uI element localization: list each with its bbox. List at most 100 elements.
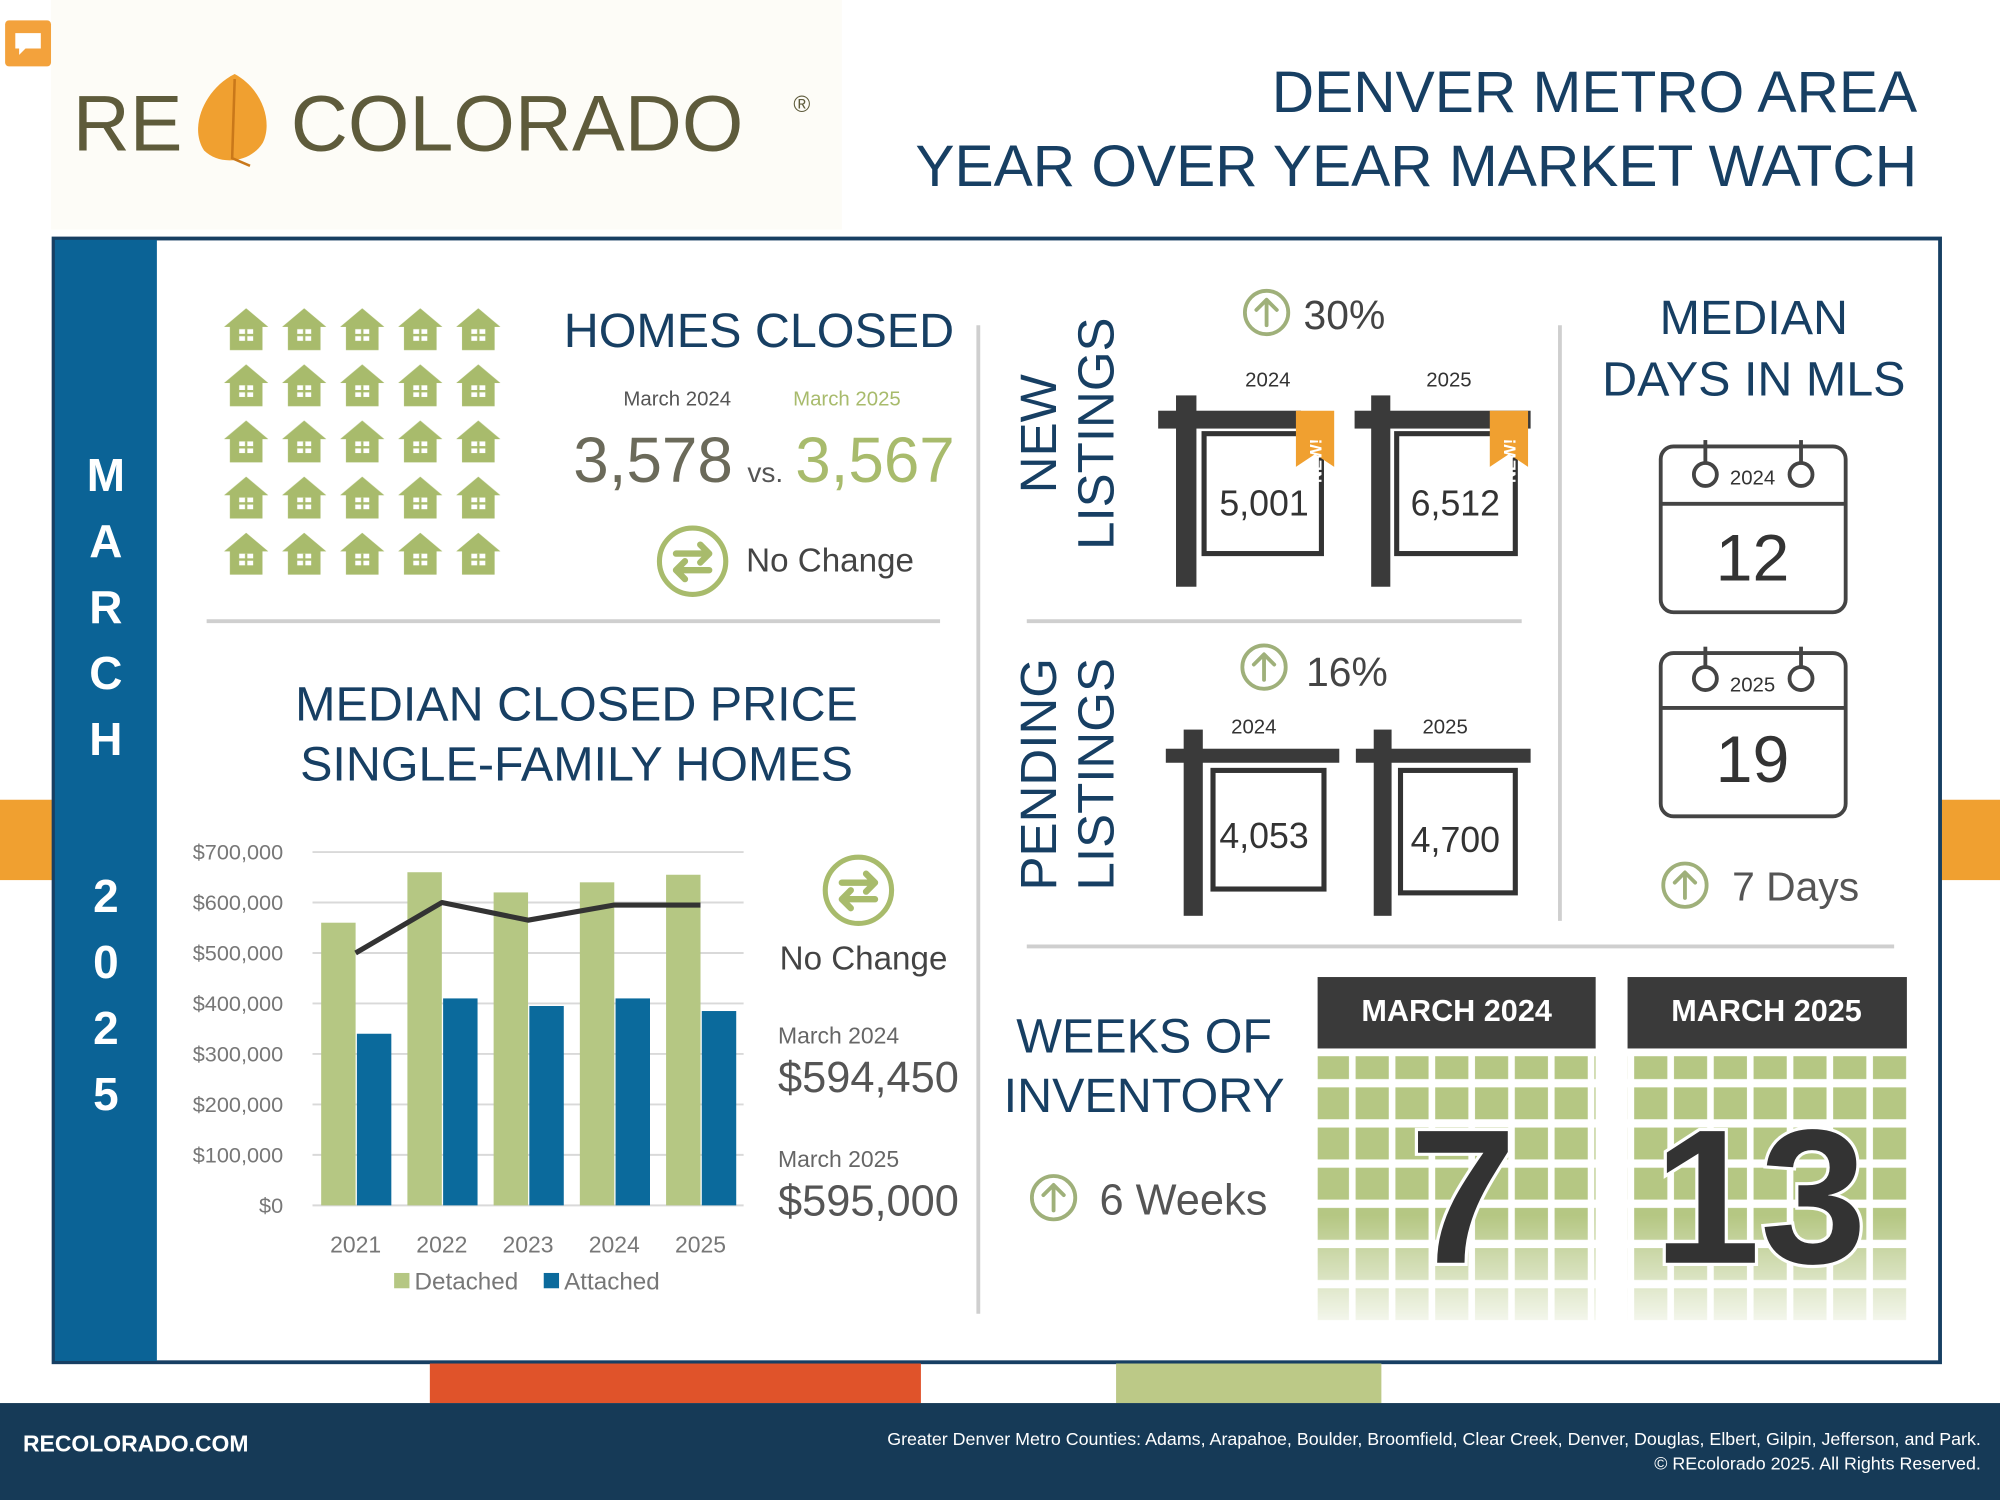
comment-glyph	[15, 33, 41, 55]
sidebar-month: MARCH	[80, 449, 132, 779]
calendar-icon	[1658, 440, 1848, 615]
header-background	[51, 0, 842, 230]
sign-label: NEW!	[1306, 439, 1325, 483]
period-header	[1317, 977, 1596, 1049]
bar	[579, 882, 615, 1206]
x-tick-label: 2025	[675, 1232, 726, 1258]
section-title: SINGLE-FAMILY HOMES	[300, 738, 853, 792]
stat-value: 7	[1410, 1090, 1516, 1304]
accent-bar	[429, 1363, 921, 1404]
legend-swatch	[394, 1272, 410, 1289]
footer	[0, 1403, 2000, 1500]
bar	[529, 1005, 564, 1206]
bar	[407, 872, 442, 1206]
stat-value: $595,000	[778, 1178, 959, 1226]
year-label: 2024	[1730, 468, 1775, 490]
section-title: NEW	[1010, 374, 1067, 493]
bar	[443, 998, 478, 1206]
title-line: DENVER METRO AREA	[1272, 60, 1918, 125]
sign-label: NEW!	[1500, 439, 1519, 483]
change-label: 16%	[1306, 649, 1388, 695]
section-title: INVENTORY	[1004, 1069, 1285, 1123]
section-title: LISTINGS	[1068, 317, 1125, 549]
logo-leaf	[198, 73, 267, 167]
footer-site[interactable]: RECOLORADO.COM	[23, 1431, 249, 1457]
stat-value: 6,512	[1411, 483, 1500, 523]
stat-value: 19	[1716, 723, 1790, 797]
period-label: March 2024	[778, 1022, 899, 1048]
section-title: HOMES CLOSED	[564, 304, 954, 358]
change-label: 7 Days	[1732, 864, 1859, 910]
logo-colorado: COLORADO	[291, 79, 744, 168]
bar	[321, 922, 356, 1206]
price-chart: $0 $100,000 $200,000 $300,000 $400,000 $500,0…	[193, 840, 744, 1296]
x-tick-label: 2022	[416, 1232, 467, 1258]
y-tick-label: $100,000	[193, 1143, 283, 1168]
bar	[615, 998, 650, 1206]
stat-value: 5,001	[1219, 483, 1308, 523]
section-title: WEEKS OF	[1016, 1009, 1272, 1063]
bar	[666, 874, 701, 1206]
stat-value: 3,578	[573, 424, 733, 496]
bar	[493, 892, 529, 1206]
year-label: 2025	[1422, 716, 1467, 738]
y-tick-label: $300,000	[193, 1042, 283, 1067]
sidebar	[54, 239, 157, 1361]
change-label: No Change	[780, 940, 948, 977]
year-label: 2024	[1231, 716, 1276, 738]
x-tick-label: 2024	[589, 1232, 640, 1258]
y-tick-label: $600,000	[193, 890, 283, 915]
footer-note: Greater Denver Metro Counties: Adams, Ar…	[887, 1429, 1981, 1449]
section-title: LISTINGS	[1068, 658, 1125, 890]
period-header	[1627, 977, 1907, 1049]
stat-value: $594,450	[778, 1054, 959, 1102]
footer-note: © REcolorado 2025. All Rights Reserved.	[1654, 1453, 1981, 1473]
sign-post	[1165, 729, 1340, 916]
y-tick-label: $0	[259, 1193, 283, 1218]
stat-value: 4,053	[1219, 816, 1308, 856]
house-icons	[219, 303, 511, 585]
stat-value: 3,567	[795, 424, 955, 496]
calendar-grid	[1627, 1056, 1907, 1322]
versus: vs.	[747, 457, 783, 488]
section-title: MEDIAN	[1660, 291, 1848, 345]
side-tab	[0, 799, 54, 881]
period-label: March 2024	[623, 389, 731, 411]
title-line: YEAR OVER YEAR MARKET WATCH	[915, 134, 1917, 199]
stat-value: 4,700	[1411, 820, 1500, 860]
x-tick-label: 2021	[330, 1232, 381, 1258]
year-label: 2024	[1245, 369, 1290, 391]
calendar-grid	[1317, 1056, 1596, 1322]
y-tick-label: $500,000	[193, 941, 283, 966]
sign-post	[1354, 395, 1531, 587]
stat-value: 12	[1716, 521, 1790, 595]
y-tick-label: $700,000	[193, 840, 283, 865]
calendar-icon	[1658, 646, 1848, 819]
legend-swatch	[543, 1272, 560, 1289]
bar	[356, 1033, 392, 1206]
legend-label: Attached	[564, 1269, 660, 1296]
accent-bar	[1116, 1363, 1382, 1404]
sidebar-year: 2025	[80, 870, 132, 1134]
y-tick-label: $400,000	[193, 991, 283, 1016]
bar	[701, 1011, 737, 1206]
section-title: DAYS IN MLS	[1602, 352, 1905, 406]
logo-registered: ®	[793, 91, 810, 117]
sign-post	[1158, 395, 1335, 587]
sign-post	[1355, 729, 1531, 916]
change-label: 30%	[1304, 292, 1386, 338]
period-label: March 2025	[793, 389, 901, 411]
section-title: PENDING	[1010, 658, 1067, 890]
change-label: No Change	[746, 542, 914, 579]
side-tab	[1940, 799, 2000, 881]
logo-re: RE	[73, 79, 183, 168]
y-tick-label: $200,000	[193, 1092, 283, 1117]
period-label: MARCH 2024	[1361, 994, 1552, 1028]
x-tick-label: 2023	[503, 1232, 554, 1258]
year-label: 2025	[1426, 369, 1471, 391]
line	[354, 899, 701, 956]
change-label: 6 Weeks	[1099, 1176, 1267, 1224]
legend-label: Detached	[415, 1269, 519, 1296]
